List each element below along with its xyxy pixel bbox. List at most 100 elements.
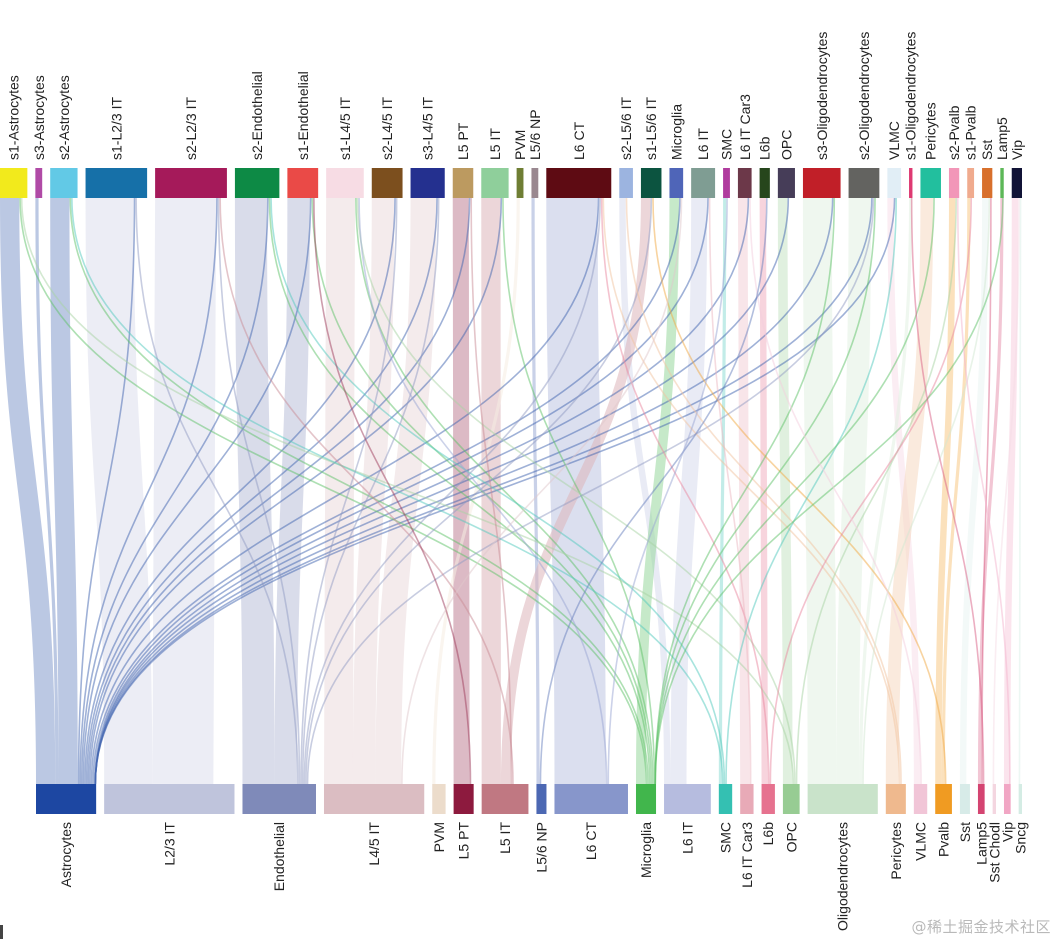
bottom-node <box>807 784 878 814</box>
top-node <box>619 168 633 198</box>
sankey-link <box>859 197 913 785</box>
bottom-node-label: VLMC <box>913 822 929 861</box>
bottom-node-label: Oligodendrocytes <box>835 822 851 931</box>
top-node-label: L6b <box>757 136 773 160</box>
bottom-node <box>323 784 425 814</box>
top-node <box>546 168 612 198</box>
sankey-link <box>92 197 681 785</box>
top-node-label: s2-L5/6 IT <box>618 97 634 160</box>
top-node-label: L6 IT Car3 <box>737 94 753 160</box>
top-node-label: s1-Pvalb <box>963 105 979 160</box>
bottom-node <box>718 784 733 814</box>
sankey-link <box>50 197 78 785</box>
sankey-link <box>152 197 217 785</box>
bottom-node-label: L6 IT <box>679 822 695 854</box>
top-node <box>531 168 539 198</box>
bottom-node-label: L5 PT <box>456 822 472 860</box>
bottom-node-label: SMC <box>718 822 734 853</box>
bottom-node-label: Lamp5 <box>973 822 989 865</box>
sankey-link <box>470 197 513 785</box>
sankey-link <box>452 197 470 785</box>
top-node <box>516 168 524 198</box>
bottom-node-label: L6 CT <box>583 822 599 861</box>
sankey-link <box>607 197 728 785</box>
sankey-link <box>94 197 896 785</box>
top-labels-layer: s1-Astrocytes s3-Astrocytes s2-Astrocytes s… <box>6 32 1025 160</box>
top-node <box>410 168 445 198</box>
sankey-link <box>301 197 440 785</box>
sankey-link <box>502 197 656 785</box>
sankey-link <box>94 197 750 785</box>
sankey-link <box>303 197 601 785</box>
top-node <box>155 168 227 198</box>
bottom-node-label: L2/3 IT <box>161 822 177 866</box>
bottom-node-label: PVM <box>431 822 447 852</box>
sankey-link <box>652 197 947 785</box>
bottom-node-label: L4/5 IT <box>366 822 382 866</box>
bottom-node <box>761 784 775 814</box>
bottom-node <box>913 784 928 814</box>
top-node <box>759 168 770 198</box>
top-node-label: s2-Pvalb <box>946 105 962 160</box>
top-node-label: SMC <box>719 129 735 160</box>
top-node <box>0 168 28 198</box>
top-node <box>326 168 364 198</box>
top-node-label: s1-Oligodendrocytes <box>903 32 919 160</box>
bottom-node <box>935 784 952 814</box>
sankey-link <box>94 197 834 785</box>
top-node-label: L6 CT <box>571 121 587 160</box>
bottom-nodes-layer <box>36 784 1022 814</box>
top-node <box>452 168 474 198</box>
sankey-link <box>836 197 872 785</box>
sankey-link <box>313 197 472 785</box>
sankey-link <box>82 197 312 785</box>
top-node-label: s2-Astrocytes <box>56 75 72 160</box>
sankey-link <box>217 197 301 785</box>
sankey-link <box>992 197 1020 785</box>
top-node-label: s3-L4/5 IT <box>420 97 436 160</box>
top-node <box>909 168 913 198</box>
top-node <box>948 168 960 198</box>
top-node-label: OPC <box>778 130 794 160</box>
top-nodes-layer <box>0 168 1022 198</box>
sankey-link <box>635 197 680 785</box>
bottom-node-label: Sncg <box>1012 822 1028 854</box>
bottom-node-label: L6b <box>760 822 776 846</box>
top-node <box>777 168 795 198</box>
sankey-link <box>20 197 795 785</box>
sankey-link <box>602 197 901 785</box>
top-node-label: s1-Endothelial <box>295 71 311 160</box>
sankey-link <box>356 197 796 785</box>
bottom-node-label: Pvalb <box>936 822 952 857</box>
sankey-link <box>981 197 992 785</box>
top-node <box>481 168 509 198</box>
top-node-label: L5 IT <box>487 128 503 160</box>
sankey-link <box>777 197 793 785</box>
bottom-node <box>481 784 529 814</box>
sankey-link <box>654 197 876 785</box>
sankey-link <box>79 197 218 785</box>
sankey-link <box>795 197 957 785</box>
top-node-label: Pericytes <box>923 102 939 160</box>
bottom-node <box>635 784 657 814</box>
sankey-link <box>769 197 973 785</box>
sankey-link <box>90 197 600 785</box>
sankey-link <box>718 197 727 785</box>
bottom-node <box>959 784 970 814</box>
top-node-label: s1-L5/6 IT <box>643 97 659 160</box>
bottom-node <box>432 784 446 814</box>
top-node-label: Microglia <box>668 104 684 160</box>
sankey-link <box>135 197 299 785</box>
top-node-label: s1-Astrocytes <box>6 75 22 160</box>
sankey-link <box>88 197 503 785</box>
bottom-node <box>740 784 754 814</box>
sankey-link <box>802 197 837 785</box>
top-node-label: L6 IT <box>695 128 711 160</box>
top-node-label: s2-L4/5 IT <box>379 97 395 160</box>
top-node <box>737 168 752 198</box>
bottom-node <box>782 784 800 814</box>
bottom-node <box>1018 784 1022 814</box>
top-node <box>1011 168 1022 198</box>
sankey-link <box>77 197 136 785</box>
bottom-node <box>664 784 711 814</box>
